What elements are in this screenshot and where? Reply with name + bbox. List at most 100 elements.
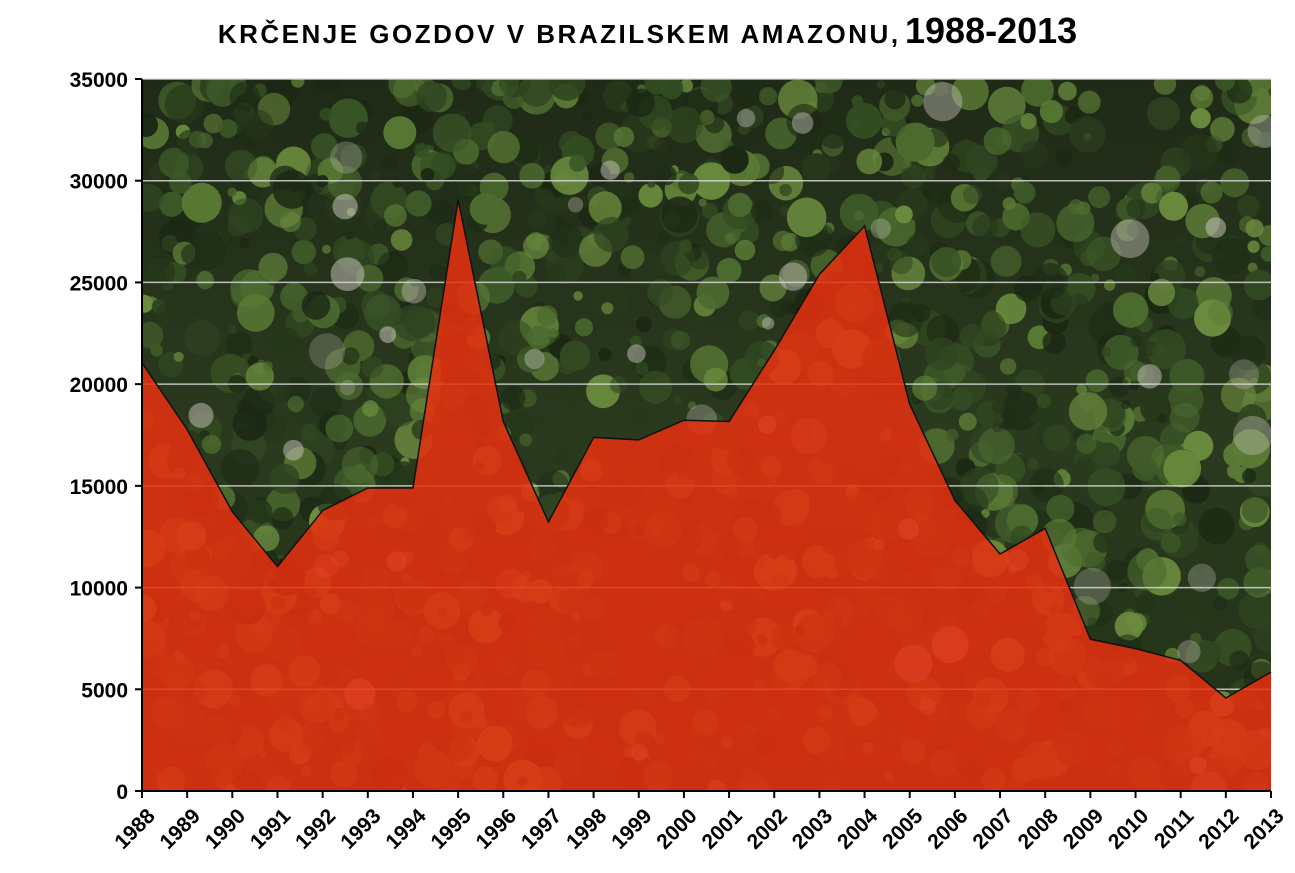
canopy-blob [881,111,907,137]
x-tick-label: 1993 [336,804,385,853]
canopy-blob [262,361,273,372]
bare-tree-blob [567,197,584,213]
canopy-blob [1245,219,1264,238]
canopy-blob [962,184,982,205]
canopy-blob [678,239,693,253]
canopy-blob [636,316,652,333]
canopy-blob [901,158,912,169]
canopy-blob [310,133,338,160]
canopy-blob [1085,369,1109,392]
bare-tree-blob [330,141,363,174]
canopy-blob [512,270,527,286]
canopy-blob [647,279,675,307]
canopy-blob [536,305,558,327]
x-tick-label: 1998 [562,804,612,854]
canopy-blob [1258,131,1271,149]
canopy-blob [229,81,260,112]
canopy-blob [716,257,742,283]
canopy-blob [1134,427,1145,438]
canopy-blob [536,327,556,346]
canopy-blob [426,198,455,226]
canopy-blob [451,79,474,91]
canopy-blob [1019,140,1049,169]
x-tick-label: 2000 [652,804,701,853]
canopy-blob [757,358,766,367]
x-tick-label: 2013 [1239,804,1288,853]
bare-tree-blob [761,317,775,330]
canopy-blob [965,145,998,178]
canopy-blob [994,172,1012,191]
x-tick-label: 2002 [743,804,792,853]
canopy-blob [519,162,545,189]
x-tick-label: 2006 [923,804,972,853]
canopy-blob [1198,507,1235,545]
canopy-blob [915,79,936,96]
axes [135,78,1272,798]
canopy-blob [990,245,1022,277]
canopy-blob [444,164,485,205]
x-tick-label: 1991 [246,804,296,854]
canopy-blob [196,271,215,290]
canopy-blob [146,257,176,287]
canopy-blob [236,294,275,332]
canopy-blob [656,165,677,186]
bare-tree-blob [1229,359,1259,390]
x-tick-label: 2012 [1194,804,1243,853]
canopy-blob [1126,221,1144,238]
canopy-blob [734,239,756,261]
canopy-blob [554,447,571,465]
canopy-blob [203,113,224,134]
bare-tree-blob [1137,364,1162,389]
bare-tree-blob [736,108,756,128]
canopy-blob [394,305,431,342]
canopy-blob [335,372,364,401]
canopy-blob [269,463,300,494]
canopy-blob [549,223,584,258]
bare-tree-blob [923,82,963,122]
canopy-blob [1074,456,1096,478]
canopy-blob [382,155,400,172]
canopy-blob [1247,240,1260,253]
canopy-blob [1076,383,1088,395]
canopy-blob [377,250,409,282]
canopy-blob [657,231,670,244]
canopy-blob [689,312,704,328]
canopy-blob [744,153,770,179]
canopy-blob [201,434,222,454]
canopy-blob [1130,335,1143,348]
canopy-blob [272,319,283,329]
chart-title: KRČENJE GOZDOV V BRAZILSKEM AMAZONU, 198… [0,10,1295,52]
canopy-blob [738,310,760,332]
canopy-blob [161,235,179,252]
canopy-blob [740,105,764,128]
canopy-blob [992,421,1003,433]
canopy-blob [779,183,792,197]
canopy-blob [647,179,656,188]
canopy-blob [364,294,402,332]
canopy-blob [500,385,526,411]
canopy-blob [679,79,694,93]
canopy-blob [251,155,276,180]
canopy-blob [563,383,583,403]
canopy-blob [801,153,832,183]
bare-tree-blob [401,278,427,304]
canopy-blob [1129,380,1140,391]
canopy-blob [906,234,928,256]
canopy-blob [950,388,973,411]
canopy-blob [999,358,1017,375]
canopy-blob [895,122,935,162]
canopy-blob [1084,551,1106,572]
canopy-blob [372,219,387,234]
canopy-blob [995,293,1027,325]
canopy-blob [1197,640,1223,665]
canopy-blob [848,162,860,174]
y-axis-ticks: 0 5000 10000 15000 20000 25000 30000 35000 [70,69,128,804]
canopy-blob [520,79,553,107]
canopy-blob [340,143,367,170]
canopy-blob [1113,292,1149,328]
canopy-blob [1147,278,1176,307]
bare-tree-blob [308,333,346,370]
canopy-blob [884,88,906,110]
x-tick-label: 1989 [156,804,205,853]
deforestation-area [142,199,1271,792]
